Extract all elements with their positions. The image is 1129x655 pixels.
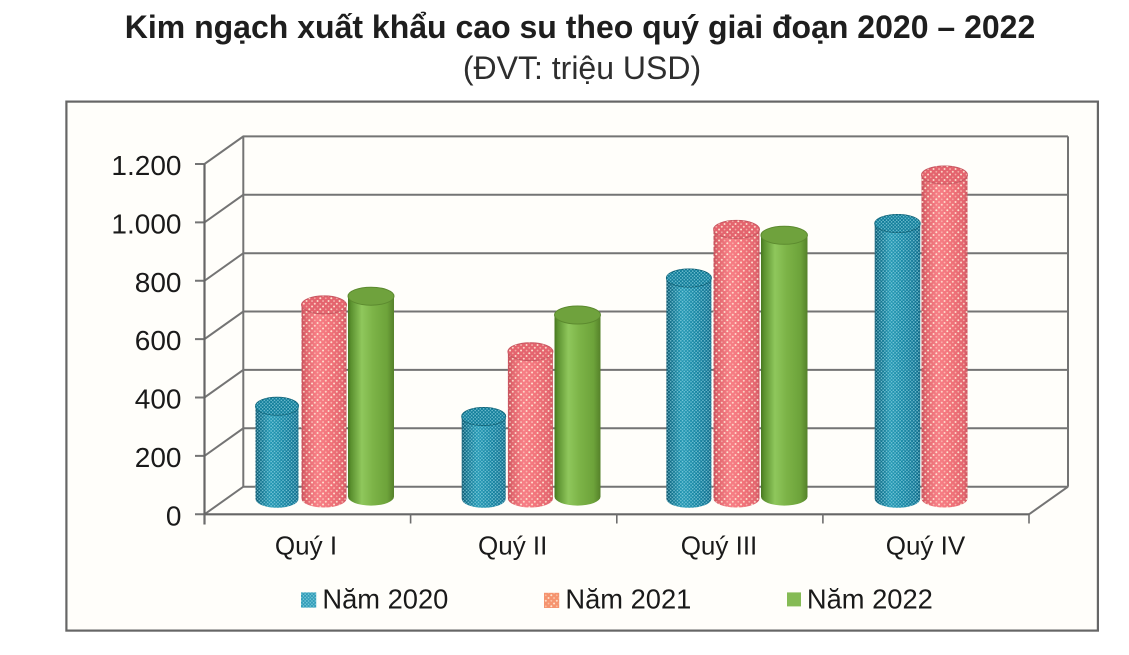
svg-text:Quý IV: Quý IV [886, 531, 966, 561]
svg-text:Năm 2021: Năm 2021 [565, 583, 691, 614]
svg-text:Kim ngạch xuất khẩu cao su the: Kim ngạch xuất khẩu cao su theo quý giai… [125, 9, 1036, 45]
svg-text:0: 0 [166, 500, 182, 531]
svg-text:1.000: 1.000 [111, 208, 181, 239]
svg-text:800: 800 [135, 267, 182, 298]
svg-text:Quý II: Quý II [478, 531, 547, 561]
svg-text:Quý I: Quý I [275, 531, 337, 561]
svg-text:200: 200 [135, 442, 182, 473]
svg-text:Quý III: Quý III [681, 531, 758, 561]
svg-text:1.200: 1.200 [111, 150, 181, 181]
svg-text:Năm 2020: Năm 2020 [322, 583, 448, 614]
svg-text:400: 400 [135, 384, 182, 415]
svg-text:(ĐVT: triệu USD): (ĐVT: triệu USD) [463, 50, 701, 86]
svg-text:Năm 2022: Năm 2022 [807, 583, 933, 614]
svg-text:600: 600 [135, 325, 182, 356]
